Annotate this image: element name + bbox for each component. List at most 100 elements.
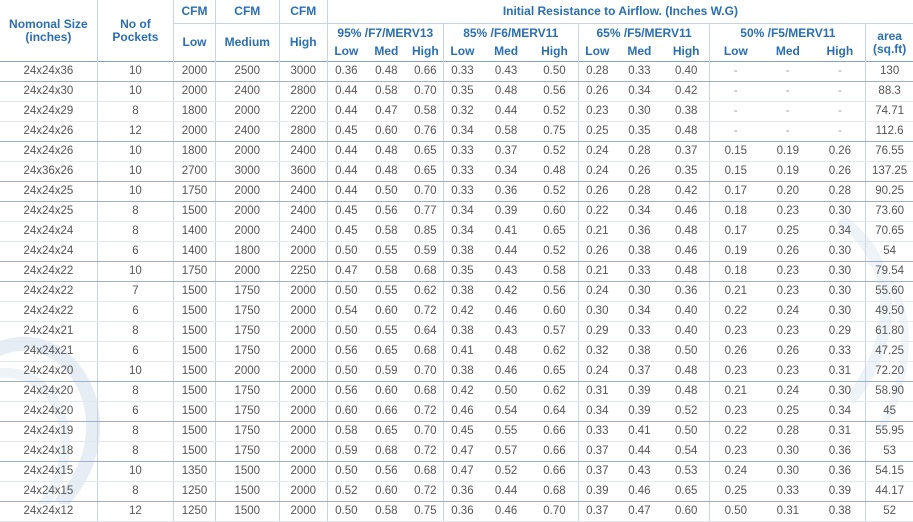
cell-85-med: 0.46 bbox=[480, 501, 532, 522]
cell-95-med: 0.58 bbox=[364, 221, 408, 242]
cell-cfm-low: 1500 bbox=[173, 281, 216, 302]
cell-cfm-low: 1750 bbox=[173, 261, 216, 282]
cell-size: 24x24x21 bbox=[0, 321, 98, 342]
cell-85-low: 0.38 bbox=[442, 321, 481, 342]
table-row: 24x24x20 10 1500 2000 2000 0.50 0.59 0.70 0.38 0.… bbox=[0, 361, 913, 382]
cell-pockets: 12 bbox=[96, 121, 174, 142]
cell-cfm-medium: 2000 bbox=[214, 101, 280, 122]
cell-85-high: 0.66 bbox=[531, 421, 579, 442]
cell-95-med: 0.58 bbox=[364, 501, 408, 522]
cell-85-med: 0.55 bbox=[480, 421, 532, 442]
cell-95-high: 0.64 bbox=[407, 321, 444, 342]
cell-cfm-high: 2800 bbox=[278, 81, 328, 102]
cell-95-med: 0.55 bbox=[364, 241, 408, 262]
cell-50-high: 0.28 bbox=[814, 181, 866, 202]
cell-cfm-high: 2000 bbox=[278, 441, 328, 462]
table-row: 24x24x22 7 1500 1750 2000 0.50 0.55 0.62 0.38 0.4… bbox=[0, 281, 913, 302]
cell-pockets: 10 bbox=[96, 81, 174, 102]
cell-area: 54 bbox=[865, 241, 913, 262]
cell-65-low: 0.23 bbox=[577, 101, 616, 122]
cell-50-high: 0.30 bbox=[814, 281, 866, 302]
cell-50-med: 0.23 bbox=[761, 321, 815, 342]
header-group-merv11-65: 65% /F5/MERV11 bbox=[577, 23, 710, 42]
sub-high: High bbox=[541, 44, 568, 58]
cell-95-high: 0.68 bbox=[407, 461, 444, 482]
cell-cfm-medium: 2400 bbox=[214, 81, 280, 102]
cell-50-low: 0.23 bbox=[709, 441, 762, 462]
cell-size: 24x24x24 bbox=[0, 241, 98, 262]
header-level-high: High bbox=[278, 23, 328, 62]
cell-pockets: 12 bbox=[96, 501, 174, 522]
cell-65-med: 0.26 bbox=[615, 161, 663, 182]
cell-cfm-low: 1350 bbox=[173, 461, 216, 482]
cell-50-high: 0.30 bbox=[814, 301, 866, 322]
cell-65-med: 0.36 bbox=[615, 221, 663, 242]
cell-95-high: 0.70 bbox=[407, 421, 444, 442]
table-row: 24x24x29 8 1800 2000 2200 0.44 0.47 0.58 0.32 0.4… bbox=[0, 101, 913, 122]
cell-85-med: 0.43 bbox=[480, 321, 532, 342]
cell-65-low: 0.37 bbox=[577, 501, 616, 522]
cell-50-med: 0.24 bbox=[761, 381, 815, 402]
table-row: 24x24x20 8 1500 1750 2000 0.56 0.60 0.68 0.42 0.5… bbox=[0, 381, 913, 402]
sub-med: Med bbox=[627, 44, 652, 58]
cell-85-low: 0.32 bbox=[442, 101, 481, 122]
cell-85-med: 0.34 bbox=[480, 161, 532, 182]
cell-95-low: 0.45 bbox=[326, 121, 365, 142]
cell-cfm-high: 2000 bbox=[278, 421, 328, 442]
cell-85-high: 0.56 bbox=[531, 81, 579, 102]
cell-area: 47.25 bbox=[865, 341, 913, 362]
cell-65-high: 0.46 bbox=[662, 241, 710, 262]
cell-85-med: 0.41 bbox=[480, 221, 532, 242]
cell-85-high: 0.65 bbox=[531, 221, 579, 242]
cell-95-med: 0.47 bbox=[364, 101, 408, 122]
cell-area: 45 bbox=[865, 401, 913, 422]
cell-65-high: 0.60 bbox=[662, 501, 710, 522]
cell-cfm-medium: 1750 bbox=[214, 381, 280, 402]
cell-pockets: 10 bbox=[96, 141, 174, 162]
cell-50-high: 0.39 bbox=[814, 481, 866, 502]
cell-size: 24x24x25 bbox=[0, 201, 98, 222]
cell-85-high: 0.62 bbox=[531, 341, 579, 362]
cell-85-low: 0.33 bbox=[442, 61, 481, 82]
cell-cfm-medium: 2000 bbox=[214, 201, 280, 222]
cell-cfm-high: 3600 bbox=[278, 161, 328, 182]
cell-50-med: - bbox=[761, 81, 815, 102]
cell-85-med: 0.44 bbox=[480, 481, 532, 502]
cell-65-high: 0.48 bbox=[662, 221, 710, 242]
header-group-merv11-50: 50% /F5/MERV11 bbox=[709, 23, 866, 42]
cell-50-high: 0.31 bbox=[814, 361, 866, 382]
cell-65-high: 0.50 bbox=[662, 421, 710, 442]
cell-85-med: 0.36 bbox=[480, 181, 532, 202]
cell-50-low: 0.25 bbox=[709, 481, 762, 502]
cell-95-high: 0.77 bbox=[407, 201, 444, 222]
cell-65-high: 0.37 bbox=[662, 141, 710, 162]
cell-50-low: 0.23 bbox=[709, 361, 762, 382]
cell-size: 24x24x30 bbox=[0, 81, 98, 102]
cell-area: 54.15 bbox=[865, 461, 913, 482]
cell-85-med: 0.57 bbox=[480, 441, 532, 462]
cell-50-med: 0.25 bbox=[761, 221, 815, 242]
cell-cfm-high: 2000 bbox=[278, 461, 328, 482]
cell-size: 24x24x15 bbox=[0, 481, 98, 502]
cell-size: 24x24x29 bbox=[0, 101, 98, 122]
cell-65-med: 0.34 bbox=[615, 81, 663, 102]
cell-50-med: 0.26 bbox=[761, 241, 815, 262]
cell-size: 24x24x22 bbox=[0, 261, 98, 282]
cell-50-med: 0.24 bbox=[761, 301, 815, 322]
cell-pockets: 10 bbox=[96, 461, 174, 482]
cell-area: 61.80 bbox=[865, 321, 913, 342]
cell-cfm-low: 1500 bbox=[173, 341, 216, 362]
cell-95-med: 0.55 bbox=[364, 321, 408, 342]
cell-size: 24x24x12 bbox=[0, 501, 98, 522]
cell-cfm-medium: 2000 bbox=[214, 221, 280, 242]
cell-cfm-low: 1500 bbox=[173, 361, 216, 382]
cell-50-low: - bbox=[709, 121, 762, 142]
cell-95-low: 0.56 bbox=[326, 381, 365, 402]
cell-cfm-high: 2000 bbox=[278, 401, 328, 422]
sub-high: High bbox=[411, 44, 439, 58]
cell-size: 24x24x26 bbox=[0, 141, 98, 162]
header-size: Nomonal Size (inches) bbox=[9, 16, 88, 44]
cell-85-low: 0.33 bbox=[442, 181, 481, 202]
cell-50-med: 0.31 bbox=[761, 501, 815, 522]
cell-pockets: 10 bbox=[96, 161, 174, 182]
